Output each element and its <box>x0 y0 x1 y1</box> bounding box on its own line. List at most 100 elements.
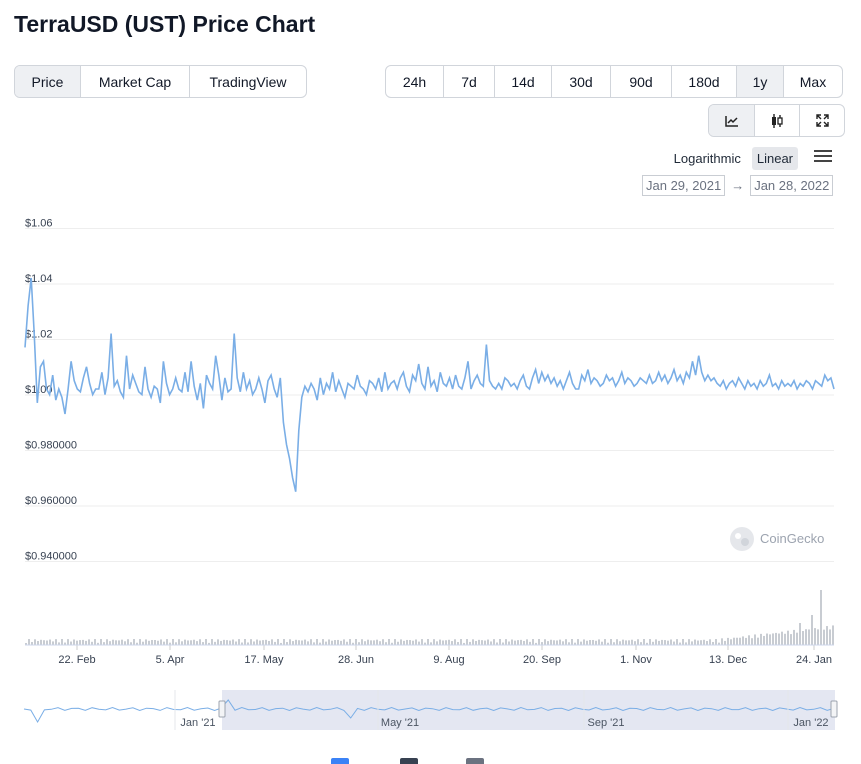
volume-bar <box>406 639 408 645</box>
range-180d[interactable]: 180d <box>672 66 737 97</box>
range-tabs: 24h 7d 14d 30d 90d 180d 1y Max <box>385 65 843 98</box>
volume-bar <box>814 628 816 645</box>
range-90d[interactable]: 90d <box>611 66 672 97</box>
volume-bar <box>514 640 516 645</box>
volume-bar <box>805 629 807 645</box>
volume-bar <box>349 639 351 645</box>
price-series-line <box>24 277 835 492</box>
volume-bar <box>133 639 135 645</box>
range-24h[interactable]: 24h <box>386 66 444 97</box>
volume-bar <box>61 639 63 645</box>
volume-bar <box>25 643 27 645</box>
volume-bar <box>655 639 657 645</box>
y-tick-label: $0.980000 <box>25 440 77 452</box>
range-14d[interactable]: 14d <box>495 66 552 97</box>
volume-bar <box>286 642 288 645</box>
volume-bar <box>772 633 774 645</box>
fullscreen-button[interactable] <box>800 105 844 136</box>
x-tick-label: 28. Jun <box>338 654 374 666</box>
volume-bar <box>532 639 534 645</box>
volume-bar <box>469 641 471 645</box>
volume-bar <box>415 639 417 645</box>
navigator-right-handle <box>830 700 838 718</box>
volume-bar <box>667 640 669 645</box>
date-to-input[interactable]: Jan 28, 2022 <box>750 175 834 196</box>
volume-bar <box>625 640 627 645</box>
volume-bar <box>184 639 186 645</box>
range-navigator[interactable]: Jan '21 May '21 Sep '21 Jan '22 <box>23 690 838 730</box>
volume-bar <box>766 633 768 645</box>
volume-bar <box>793 629 795 645</box>
volume-bar <box>214 641 216 645</box>
volume-bar <box>811 615 813 645</box>
line-chart-button[interactable] <box>709 105 755 136</box>
legend-marker-2[interactable] <box>400 758 418 764</box>
tab-tradingview[interactable]: TradingView <box>209 73 287 90</box>
date-range: Jan 29, 2021 → Jan 28, 2022 <box>642 175 834 196</box>
volume-bar <box>40 639 42 645</box>
volume-bar <box>613 642 615 645</box>
x-tick-label: 17. May <box>244 654 284 666</box>
candlestick-button[interactable] <box>755 105 800 136</box>
date-from-input[interactable]: Jan 29, 2021 <box>642 175 726 196</box>
volume-bar <box>76 640 78 645</box>
volume-bar <box>112 639 114 645</box>
legend-marker-3[interactable] <box>466 758 484 764</box>
tab-market-cap[interactable]: Market Cap <box>81 66 190 97</box>
scale-linear[interactable]: Linear <box>751 147 798 170</box>
tab-price[interactable]: Price <box>15 66 81 97</box>
scale-logarithmic[interactable]: Logarithmic <box>673 151 741 166</box>
range-max[interactable]: Max <box>799 73 827 90</box>
watermark-text: CoinGecko <box>760 531 824 546</box>
navigator-label: May '21 <box>381 717 419 729</box>
y-tick-label: $1.00 <box>25 384 53 396</box>
volume-bar <box>817 629 819 645</box>
volume-bar <box>364 641 366 645</box>
volume-bar <box>88 639 90 645</box>
volume-bar <box>718 642 720 645</box>
volume-bar <box>769 634 771 645</box>
volume-bar <box>64 642 66 645</box>
volume-bar <box>409 640 411 645</box>
volume-bar <box>70 641 72 645</box>
volume-bar <box>337 639 339 645</box>
range-1y[interactable]: 1y <box>737 66 784 97</box>
volume-bar <box>175 642 177 645</box>
volume-bar <box>295 639 297 645</box>
volume-bar <box>313 642 315 645</box>
volume-bar <box>388 639 390 645</box>
volume-bar <box>706 641 708 645</box>
y-tick-label: $0.960000 <box>25 495 77 507</box>
volume-bar <box>778 633 780 645</box>
x-tick-label: 22. Feb <box>58 654 95 666</box>
volume-bar <box>631 639 633 645</box>
volume-bar <box>67 639 69 645</box>
x-tick-label: 1. Nov <box>620 654 652 666</box>
volume-bar <box>223 639 225 645</box>
volume-bar <box>748 635 750 645</box>
volume-bar <box>319 642 321 645</box>
volume-bar <box>442 640 444 645</box>
volume-bar <box>160 639 162 645</box>
legend-marker-1[interactable] <box>331 758 349 764</box>
volume-bar <box>301 640 303 645</box>
volume-bar <box>826 626 828 645</box>
volume-bar <box>742 636 744 645</box>
volume-bar <box>460 639 462 645</box>
volume-bar <box>628 640 630 645</box>
volume-bar <box>481 640 483 645</box>
volume-bar <box>595 640 597 645</box>
volume-bar <box>265 639 267 645</box>
volume-bar <box>538 639 540 645</box>
volume-bar <box>316 639 318 645</box>
hamburger-menu-icon[interactable] <box>814 148 832 164</box>
volume-bar <box>358 642 360 645</box>
volume-bar <box>262 640 264 645</box>
volume-bar <box>151 639 153 645</box>
range-7d[interactable]: 7d <box>444 66 495 97</box>
range-30d[interactable]: 30d <box>552 66 611 97</box>
volume-bar <box>148 640 150 645</box>
volume-bar <box>196 641 198 645</box>
volume-bar <box>277 639 279 645</box>
volume-bar <box>472 639 474 645</box>
